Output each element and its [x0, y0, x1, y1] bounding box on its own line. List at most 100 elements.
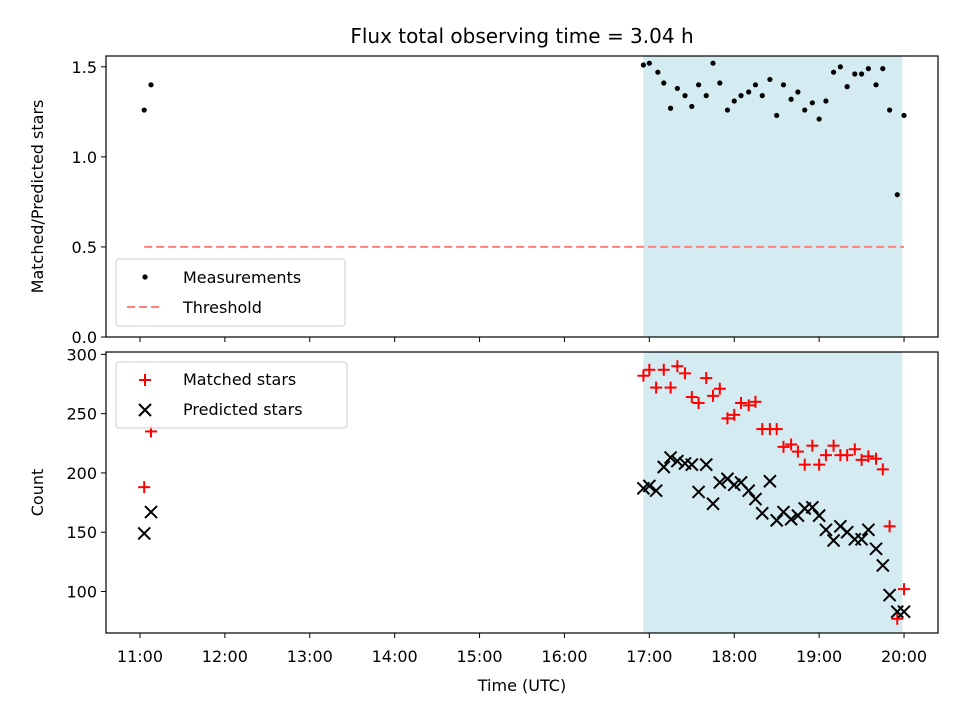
x-tick-label: 15:00 — [456, 647, 502, 666]
legend-predicted-label: Predicted stars — [183, 400, 303, 419]
measurements-point — [880, 66, 886, 72]
measurements-point — [640, 62, 647, 68]
x-tick-label: 17:00 — [626, 647, 672, 666]
ratio-legend: Measurements Threshold — [115, 258, 346, 327]
legend-predicted-marker — [138, 403, 152, 417]
measurements-point — [901, 112, 907, 119]
matched-stars-point — [664, 381, 677, 394]
x-tick-label: 11:00 — [117, 647, 163, 666]
matched-stars-point — [848, 443, 861, 456]
measurements-point — [703, 93, 709, 99]
matched-stars-point — [791, 445, 804, 458]
matched-stars-point — [671, 360, 684, 373]
predicted-stars-point — [657, 460, 671, 474]
measurements-point — [674, 85, 680, 92]
predicted-stars-point — [763, 474, 777, 488]
y-tick-label: 0.0 — [72, 328, 97, 347]
count-y-axis-label: Count — [28, 469, 47, 517]
matched-stars-point — [798, 458, 811, 471]
matched-stars-point — [862, 450, 875, 463]
predicted-stars-point — [869, 542, 883, 556]
predicted-stars-point — [854, 532, 869, 547]
measurements-point — [852, 71, 858, 77]
measurements-point — [788, 96, 794, 102]
predicted-stars-point — [897, 604, 911, 619]
predicted-stars-point — [144, 505, 158, 519]
x-tick-label: 14:00 — [372, 647, 418, 666]
measurements-point — [661, 80, 667, 86]
legend-matched-marker — [139, 374, 151, 386]
predicted-stars-point — [670, 454, 685, 468]
predicted-stars-point — [769, 513, 784, 528]
matched-stars-point — [713, 382, 726, 395]
matched-stars-point — [777, 440, 790, 453]
measurements-point — [646, 60, 652, 66]
predicted-stars-point — [663, 450, 678, 465]
predicted-stars-point — [882, 588, 897, 602]
measurements-point — [894, 192, 900, 198]
predicted-stars-point — [805, 500, 820, 515]
x-tick-label: 12:00 — [202, 647, 248, 666]
matched-stars-point — [735, 396, 748, 409]
measurements-point — [746, 89, 752, 95]
measurements-point — [695, 82, 702, 88]
matched-stars-point — [637, 369, 650, 382]
measurements-point — [667, 105, 674, 111]
predicted-stars-point — [861, 523, 876, 537]
measurements-point — [731, 98, 737, 104]
measurements-point — [809, 100, 815, 106]
measurements-point — [689, 103, 695, 110]
matched-stars-point — [650, 381, 663, 394]
predicted-stars-point — [137, 526, 151, 541]
matched-stars-point — [700, 372, 713, 385]
matched-stars-point — [813, 458, 826, 471]
matched-stars-point — [685, 391, 698, 404]
matched-stars-point — [841, 449, 854, 462]
ratio-panel: 0.0 0.5 1.0 1.5 Flux total observing time =… — [28, 24, 939, 347]
matched-stars-point — [692, 396, 705, 409]
measurements-point — [816, 116, 822, 122]
measurements-point — [717, 80, 723, 86]
predicted-stars-point — [642, 479, 657, 493]
measurements-point — [865, 66, 871, 72]
predicted-stars-point — [699, 457, 713, 472]
measurements-point — [823, 98, 829, 104]
predicted-stars-point — [826, 533, 841, 548]
measurements-point — [802, 107, 808, 113]
matched-stars-point — [138, 481, 151, 494]
ratio-series — [141, 60, 907, 248]
y-tick-label: 300 — [66, 345, 97, 364]
matched-stars-point — [898, 583, 911, 596]
legend-measurements-label: Measurements — [183, 268, 301, 287]
ratio-axis-ticks: 0.0 0.5 1.0 1.5 — [72, 58, 905, 347]
count-legend-box — [115, 361, 348, 429]
matched-stars-point — [749, 395, 762, 408]
count-series — [137, 360, 911, 625]
predicted-stars-point — [706, 497, 720, 511]
legend-threshold-label: Threshold — [182, 298, 262, 317]
measurements-point — [724, 107, 731, 113]
legend-matched-label: Matched stars — [183, 370, 296, 389]
predicted-stars-point — [691, 485, 706, 499]
y-tick-label: 1.5 — [72, 58, 97, 77]
measurements-point — [837, 64, 843, 70]
x-tick-label: 13:00 — [287, 647, 333, 666]
count-panel: 100 150 200 250 300 11:00 12:00 13:00 14:00 15:00… — [28, 345, 939, 695]
matched-stars-point — [876, 463, 889, 476]
ratio-plot-frame — [105, 55, 939, 338]
measurements-point — [873, 82, 879, 88]
matched-stars-point — [679, 367, 692, 380]
matched-stars-point — [707, 389, 720, 402]
matched-stars-point — [819, 449, 832, 462]
measurements-point — [738, 93, 744, 99]
observing-interval-shading — [643, 56, 903, 337]
measurements-point — [795, 89, 801, 95]
y-tick-label: 1.0 — [72, 148, 97, 167]
observing-interval-shading — [643, 352, 903, 633]
count-axis-ticks: 100 150 200 250 300 11:00 12:00 13:00 14:00 15:00… — [66, 345, 927, 666]
predicted-stars-point — [741, 484, 756, 498]
matched-stars-point — [657, 363, 670, 376]
count-legend: Matched stars Predicted stars — [115, 361, 348, 429]
measurements-point — [148, 82, 154, 88]
